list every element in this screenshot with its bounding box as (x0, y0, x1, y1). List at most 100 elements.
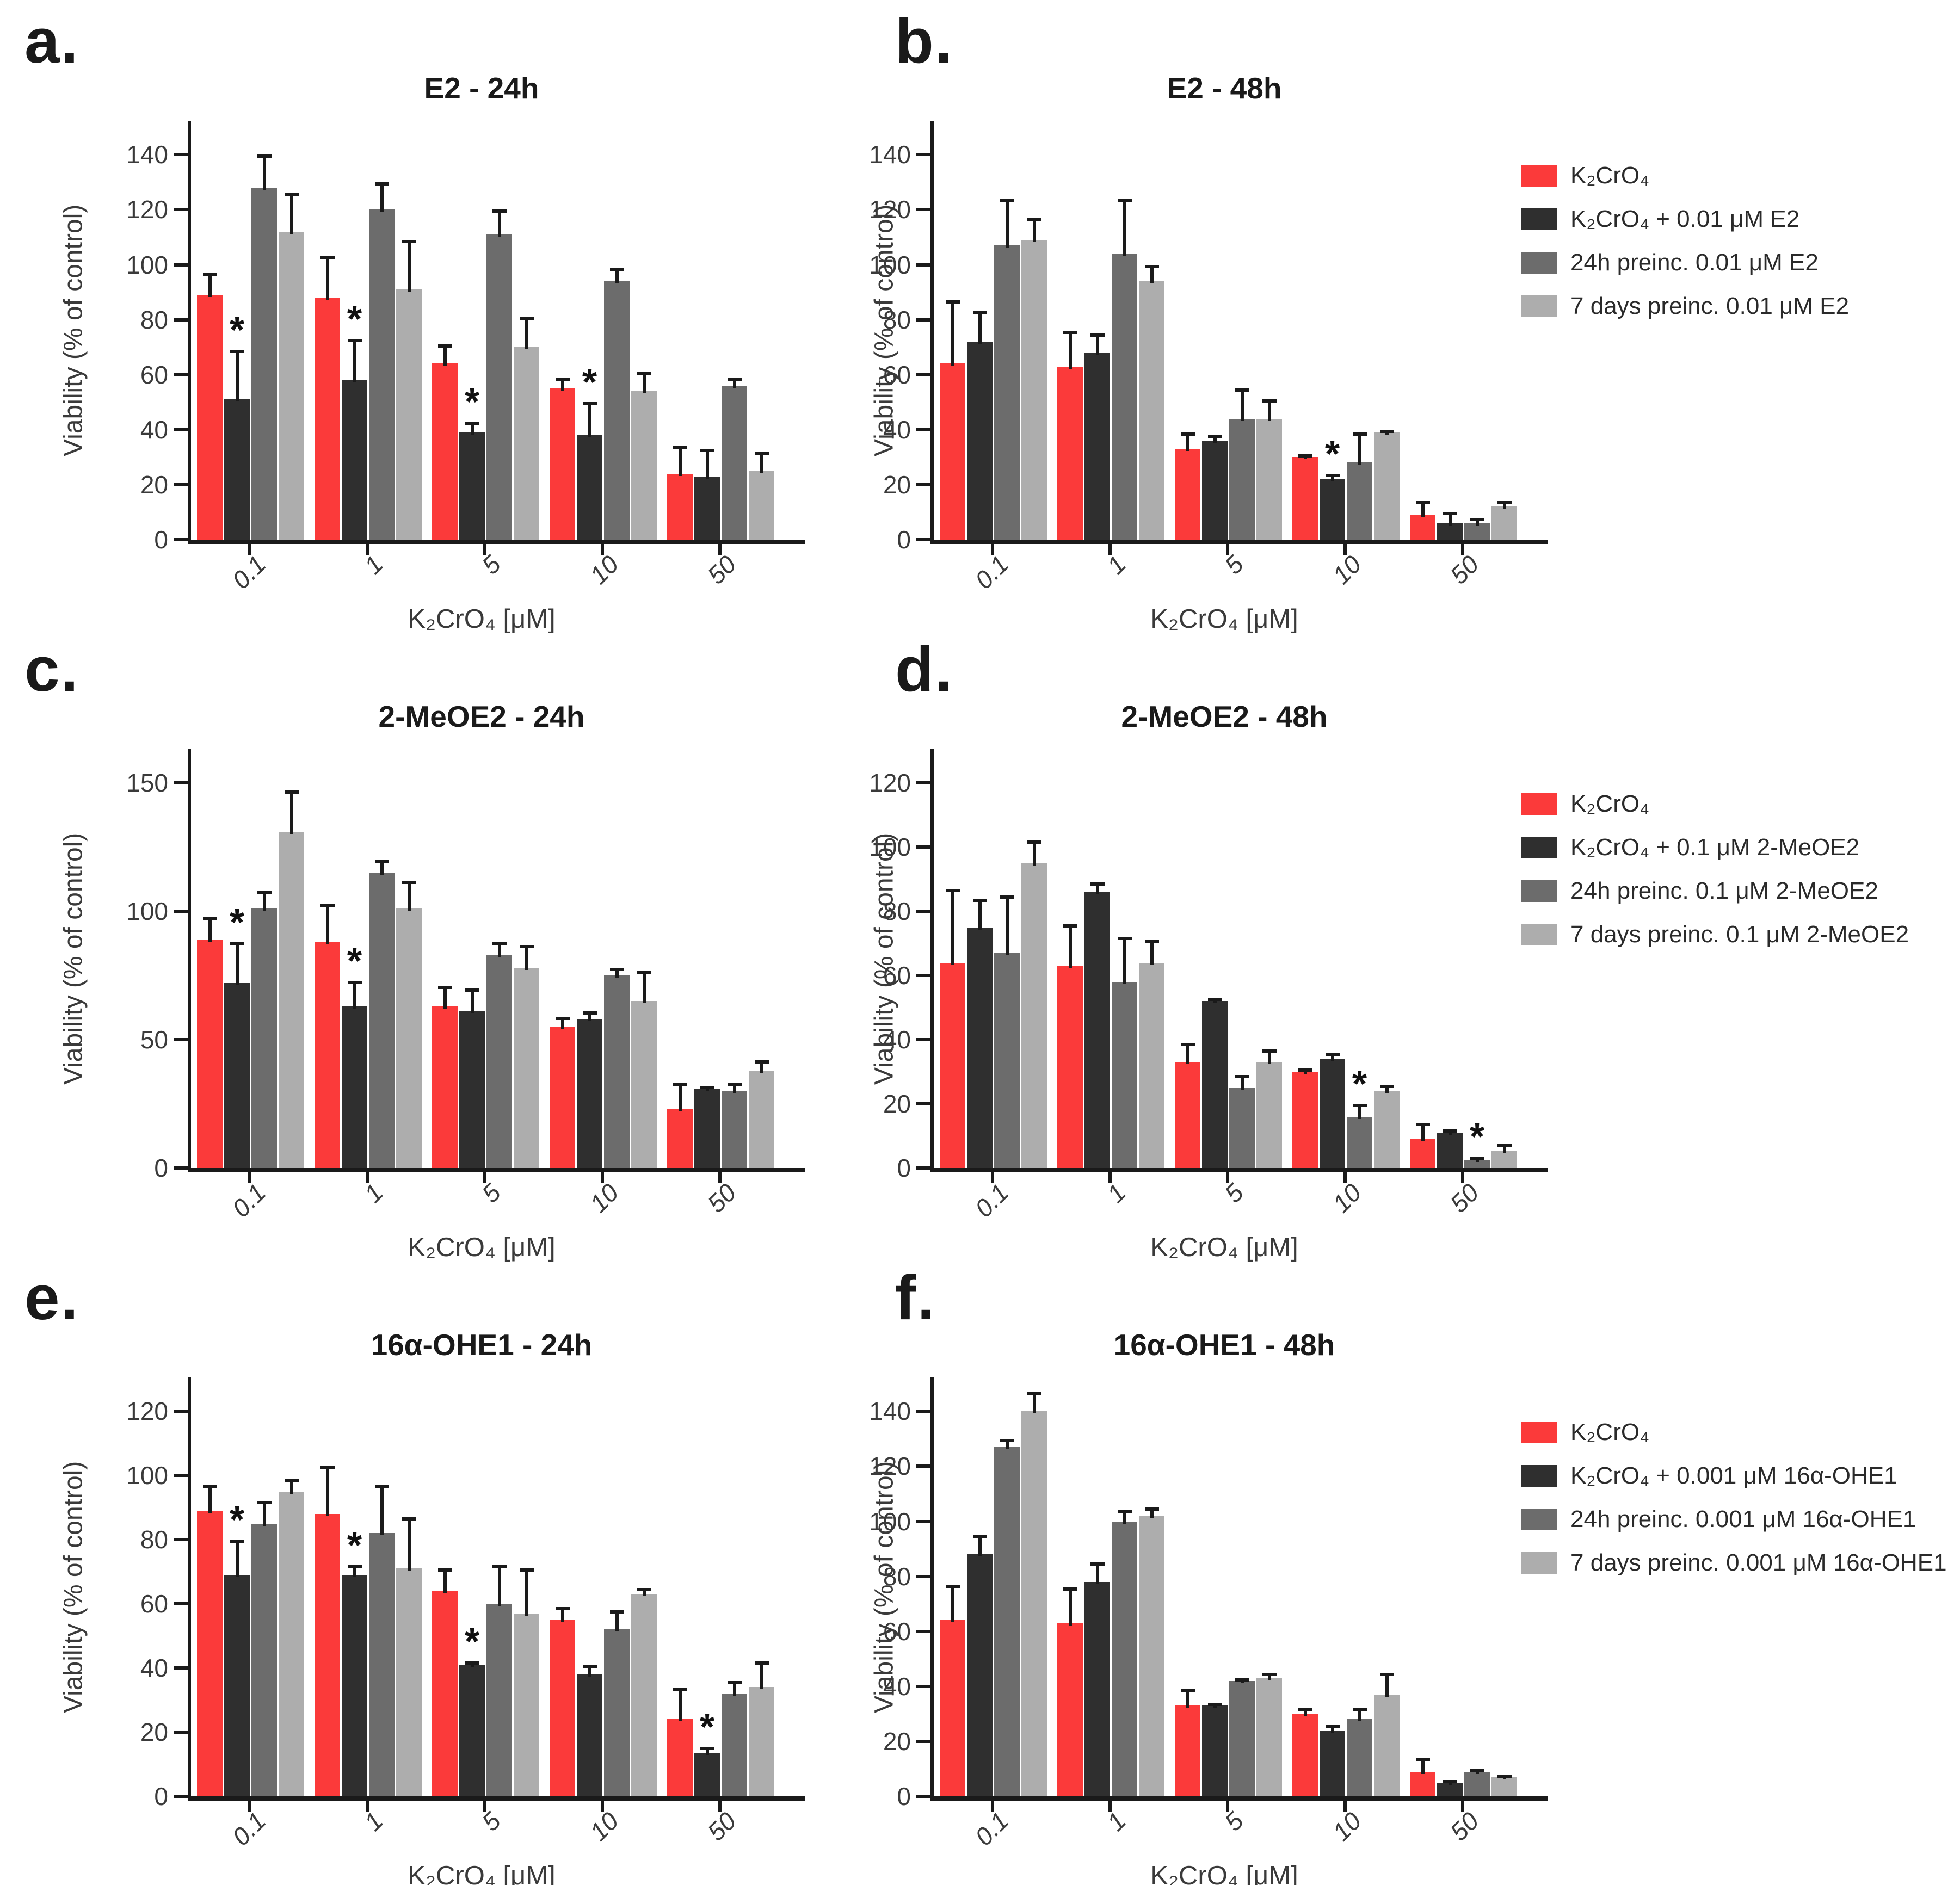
error-bar-stem (470, 421, 474, 435)
bar (1112, 937, 1137, 1168)
legend-item: 7 days preinc. 0.001 μM 16α-OHE1 (1521, 1549, 1960, 1576)
error-bar (727, 377, 742, 388)
legend-label: K₂CrO₄ + 0.1 μM 2-MeOE2 (1570, 834, 1860, 861)
error-bar (1027, 218, 1041, 242)
y-tick-label: 100 (869, 250, 911, 279)
error-bar (555, 1016, 570, 1029)
y-tick-mark (916, 845, 930, 849)
bar: * (342, 942, 367, 1168)
error-bar-stem (1005, 199, 1009, 248)
bar (1021, 218, 1047, 540)
bar (667, 1687, 693, 1796)
legend-item: K₂CrO₄ + 0.1 μM 2-MeOE2 (1521, 834, 1960, 861)
error-bar (347, 339, 362, 382)
y-tick-label: 0 (154, 526, 168, 554)
y-tick-label: 150 (126, 769, 168, 798)
error-bar (374, 182, 389, 212)
legend-swatch (1521, 1465, 1557, 1487)
error-bar-stem (678, 1687, 682, 1722)
x-axis-label: K₂CrO₄ [μM] (408, 1233, 556, 1262)
bar (1084, 1562, 1110, 1796)
legend-label: 24h preinc. 0.01 μM E2 (1570, 249, 1819, 276)
error-bar-stem (642, 372, 646, 394)
y-tick-mark (916, 318, 930, 322)
error-bar (1352, 432, 1367, 465)
bar (279, 193, 304, 540)
y-tick-mark (916, 1795, 930, 1798)
error-bar (519, 944, 534, 970)
y-tick-mark (174, 1410, 188, 1413)
x-tick-mark (1226, 1172, 1229, 1183)
error-bar-stem (705, 1086, 709, 1091)
error-bar-stem (760, 1661, 763, 1690)
bar (1410, 1123, 1435, 1168)
x-tick-label: 10 (584, 549, 624, 590)
error-bar (1207, 1703, 1222, 1708)
error-bar (582, 402, 597, 437)
legend-item: K₂CrO₄ + 0.001 μM 16α-OHE1 (1521, 1462, 1960, 1489)
x-tick-label: 10 (584, 1178, 624, 1218)
error-bar-stem (1303, 454, 1307, 460)
error-bar (1000, 1438, 1014, 1449)
error-bar (1497, 501, 1512, 509)
error-bar (1117, 1510, 1132, 1524)
bar (604, 1610, 630, 1796)
error-bar-stem (1421, 1123, 1425, 1141)
error-bar (1443, 512, 1457, 526)
error-bar-stem (760, 452, 763, 473)
y-tick-mark (916, 208, 930, 212)
panel-letter: b. (895, 5, 954, 76)
y-tick-label: 100 (869, 1507, 911, 1536)
error-bar-stem (978, 311, 982, 344)
y-tick-label: 100 (869, 833, 911, 862)
error-bar (609, 1610, 624, 1632)
legend-label: K₂CrO₄ (1570, 162, 1650, 189)
figure-row: e. 16α-OHE1 - 24h Viability (% of control)… (0, 1257, 1960, 1885)
y-tick-label: 60 (883, 961, 911, 990)
y-tick-mark (174, 483, 188, 486)
error-bar-stem (760, 1060, 763, 1073)
error-bar-stem (705, 449, 709, 479)
error-bar (1497, 1144, 1512, 1153)
error-bar-stem (642, 1587, 646, 1597)
bar (1410, 501, 1435, 540)
significance-asterisk: * (1352, 1062, 1367, 1105)
panel-d: d. 2-MeOE2 - 48h Viability (% of control) 0… (869, 628, 1548, 1262)
bar (1256, 1049, 1282, 1168)
error-bar (347, 980, 362, 1009)
error-bar (555, 377, 570, 391)
error-bar-stem (1213, 1703, 1217, 1708)
error-bar (673, 446, 687, 476)
bar: * (224, 903, 250, 1168)
y-tick-label: 120 (126, 1397, 168, 1426)
y-tick-mark (174, 373, 188, 376)
bar (667, 446, 693, 540)
chart-title: E2 - 24h (424, 71, 539, 105)
error-bar (1235, 1678, 1249, 1683)
y-tick-label: 60 (883, 1617, 911, 1646)
bar (197, 273, 223, 540)
error-bar (492, 1565, 507, 1606)
error-bar-stem (978, 1535, 982, 1557)
plot-area: * * * * (188, 121, 805, 555)
error-bar-stem (1421, 501, 1425, 517)
y-tick-mark (174, 1602, 188, 1606)
y-axis: 0 20 40 60 80 100 120 (101, 1377, 188, 1810)
x-axis-label: K₂CrO₄ [μM] (1150, 604, 1298, 634)
x-tick-mark (718, 1801, 722, 1812)
y-axis-label: Viability (% of control) (59, 204, 88, 456)
bar (197, 1485, 223, 1796)
bar (1021, 840, 1047, 1168)
error-bar-stem (497, 209, 501, 237)
x-tick-mark (991, 1801, 994, 1812)
x-axis-line (930, 1168, 1548, 1172)
error-bar-stem (1123, 1510, 1126, 1524)
x-tick-mark (601, 544, 604, 555)
significance-asterisk: * (229, 1498, 245, 1541)
x-axis-line (188, 540, 805, 544)
error-bar-stem (470, 1661, 474, 1667)
bar (1410, 1758, 1435, 1796)
error-bar (1262, 399, 1277, 421)
y-tick-mark (174, 318, 188, 322)
panel-e: e. 16α-OHE1 - 24h Viability (% of control)… (0, 1257, 871, 1885)
